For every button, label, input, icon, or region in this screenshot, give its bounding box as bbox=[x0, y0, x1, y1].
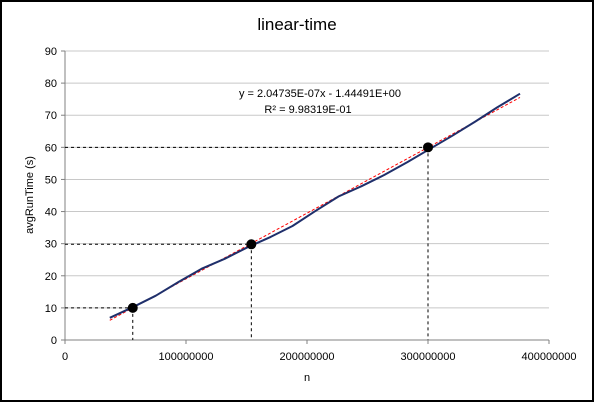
y-tick-label: 70 bbox=[45, 110, 57, 122]
x-axis-label: n bbox=[304, 372, 310, 384]
y-tick-label: 0 bbox=[51, 335, 57, 347]
y-axis-label: avgRunTime (s) bbox=[24, 156, 36, 234]
axes bbox=[61, 50, 550, 344]
highlight-marker bbox=[127, 302, 138, 313]
highlight-marker bbox=[246, 239, 257, 250]
y-tick-label: 80 bbox=[45, 78, 57, 90]
x-tick-label: 200000000 bbox=[279, 351, 334, 363]
trendline-r2: R² = 9.98319E-01 bbox=[264, 104, 351, 116]
x-tick-label: 400000000 bbox=[521, 351, 576, 363]
y-tick-labels: 0 10 20 30 40 50 60 70 80 90 bbox=[45, 46, 57, 347]
x-tick-labels: 0 100000000 200000000 300000000 400000000 bbox=[62, 351, 577, 363]
series-line bbox=[109, 92, 521, 319]
chart-title: linear-time bbox=[257, 15, 336, 34]
highlight-points bbox=[127, 142, 433, 313]
y-tick-label: 10 bbox=[45, 303, 57, 315]
x-tick-label: 0 bbox=[62, 351, 68, 363]
guide-lines bbox=[65, 146, 429, 340]
y-tick-label: 90 bbox=[45, 46, 57, 58]
highlight-marker bbox=[423, 142, 433, 153]
series-group bbox=[109, 92, 521, 319]
y-tick-label: 20 bbox=[45, 271, 57, 283]
y-tick-label: 60 bbox=[45, 142, 57, 154]
trendline-equation: y = 2.04735E-07x - 1.44491E+00 bbox=[239, 88, 401, 100]
x-tick-label: 100000000 bbox=[158, 351, 213, 363]
y-tick-label: 40 bbox=[45, 207, 57, 219]
y-tick-label: 50 bbox=[45, 174, 57, 186]
x-tick-label: 300000000 bbox=[400, 351, 455, 363]
y-tick-label: 30 bbox=[45, 239, 57, 251]
